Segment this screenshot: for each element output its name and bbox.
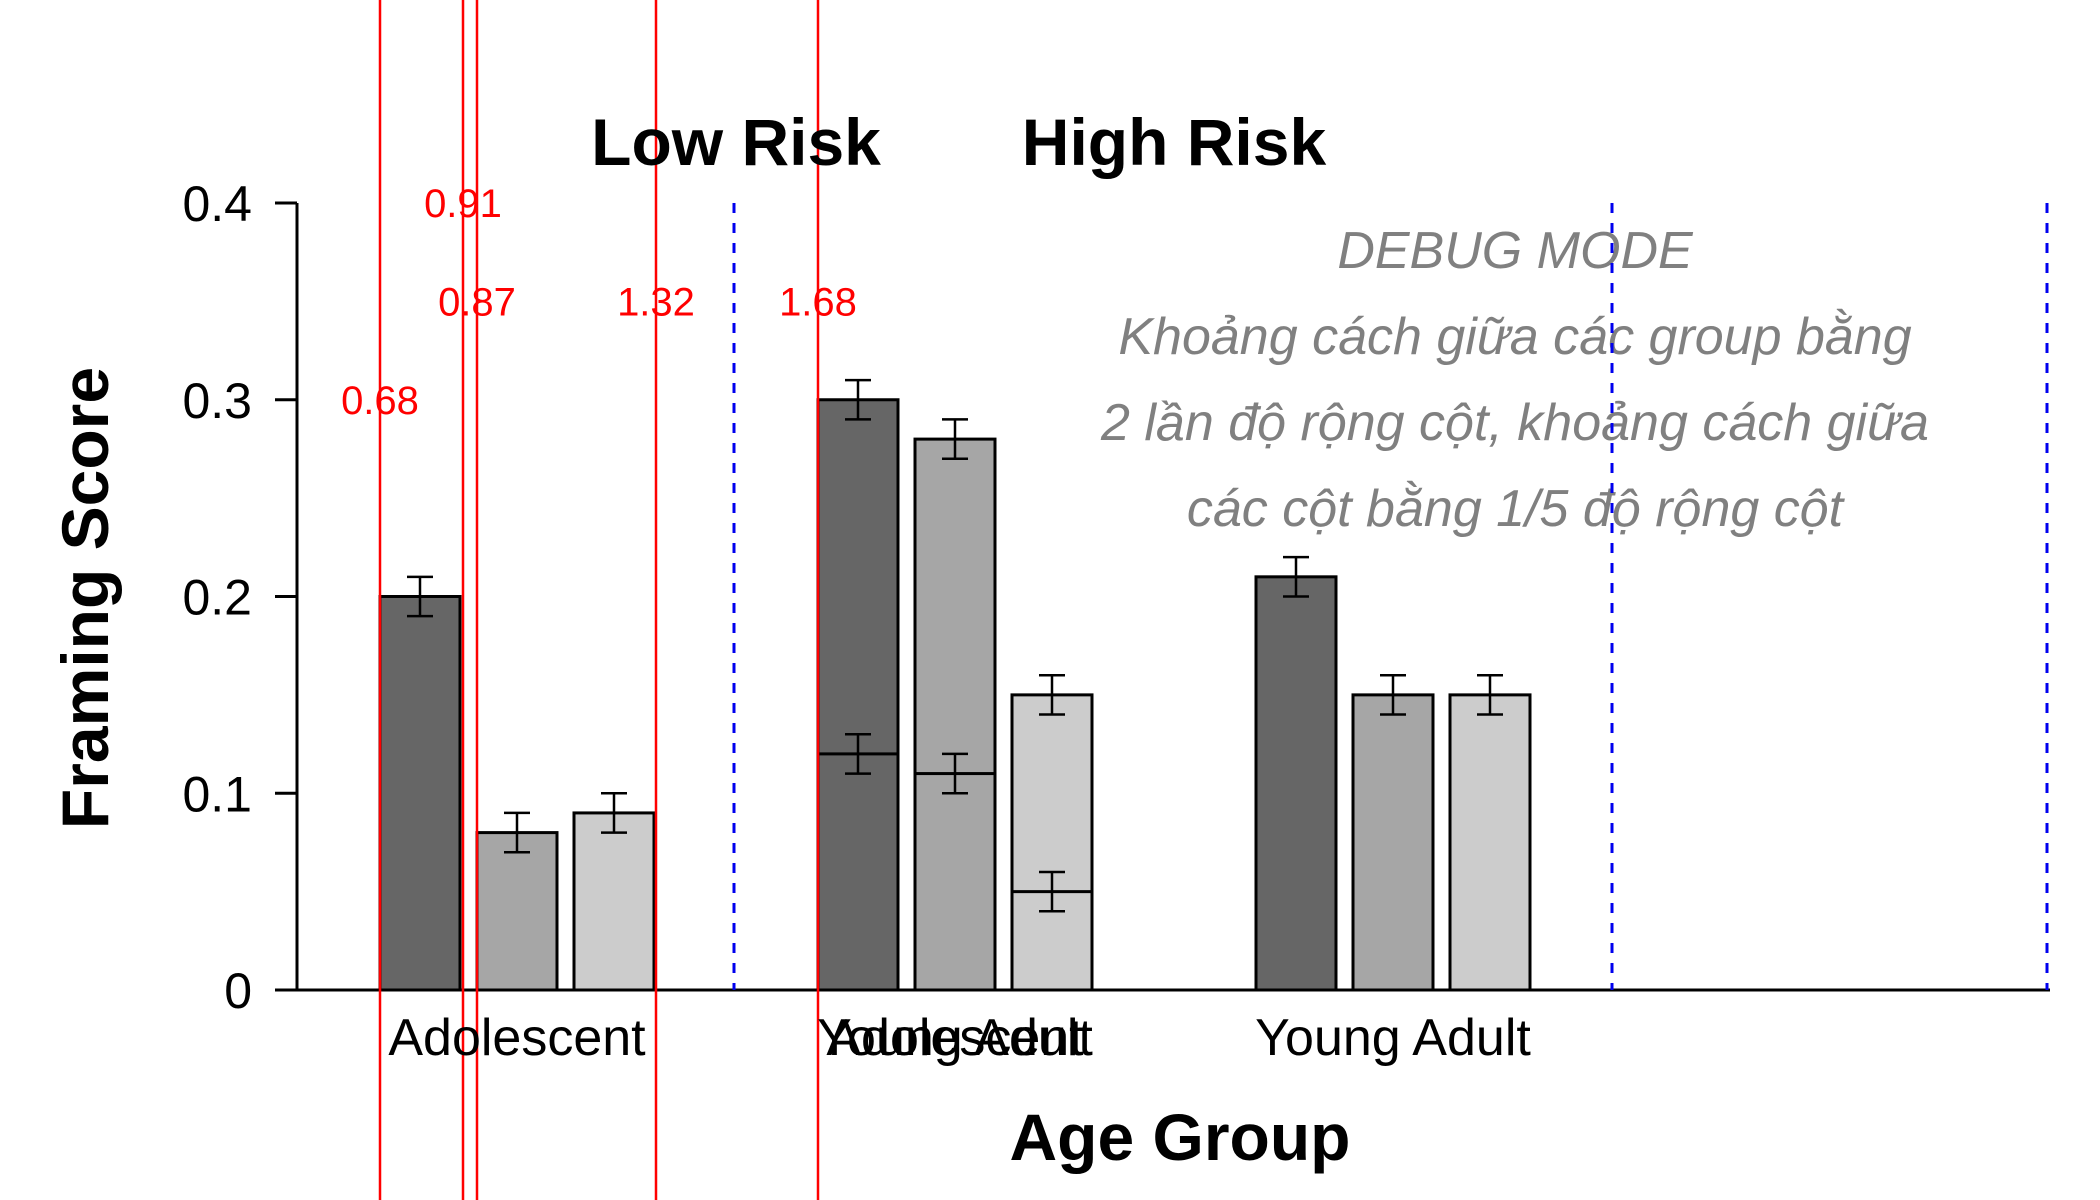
y-tick-label: 0.1 [182, 766, 252, 822]
debug-note-line: 2 lần độ rộng cột, khoảng cách giữa [1100, 394, 1929, 452]
debug-marker-label: 0.68 [341, 379, 419, 423]
debug-annotation: DEBUG MODE Khoảng cách giữa các group bằn… [1100, 222, 1929, 538]
debug-marker-label: 0.87 [438, 280, 516, 324]
bar [572, 811, 656, 992]
category-label: Young Adult [1255, 1009, 1531, 1067]
debug-marker-label: 1.32 [617, 280, 695, 324]
y-axis-title: Framing Score [48, 367, 122, 829]
debug-note-line: Khoảng cách giữa các group bằng [1118, 308, 1911, 366]
panel-title: Low Risk [591, 105, 881, 179]
category-label: Adolescent [826, 1009, 1084, 1067]
y-tick-label: 0.4 [182, 176, 252, 232]
debug-heading: DEBUG MODE [1337, 222, 1694, 280]
axes-layer [275, 201, 2050, 992]
bar [1254, 575, 1338, 992]
y-tick-label: 0 [224, 963, 252, 1019]
debug-marker-label: 0.91 [424, 182, 502, 226]
y-tick-label: 0.2 [182, 570, 252, 626]
debug-lines-layer: 0.68 0.91 0.87 1.32 1.68 [341, 0, 2049, 1200]
y-tick-label: 0.3 [182, 373, 252, 429]
bar [913, 772, 997, 992]
bar [378, 595, 462, 992]
bar [1448, 693, 1532, 992]
category-label: Young Adult [817, 1009, 1093, 1067]
x-axis-title: Age Group [1010, 1100, 1351, 1174]
category-label: Adolescent [388, 1009, 646, 1067]
bars-layer [378, 378, 1532, 992]
debug-marker-label: 1.68 [779, 280, 857, 324]
panel-title: High Risk [1022, 105, 1327, 179]
bar [475, 831, 559, 992]
debug-note-line: các cột bằng 1/5 độ rộng cột [1187, 480, 1846, 538]
bar [1351, 693, 1435, 992]
bar [816, 752, 900, 992]
